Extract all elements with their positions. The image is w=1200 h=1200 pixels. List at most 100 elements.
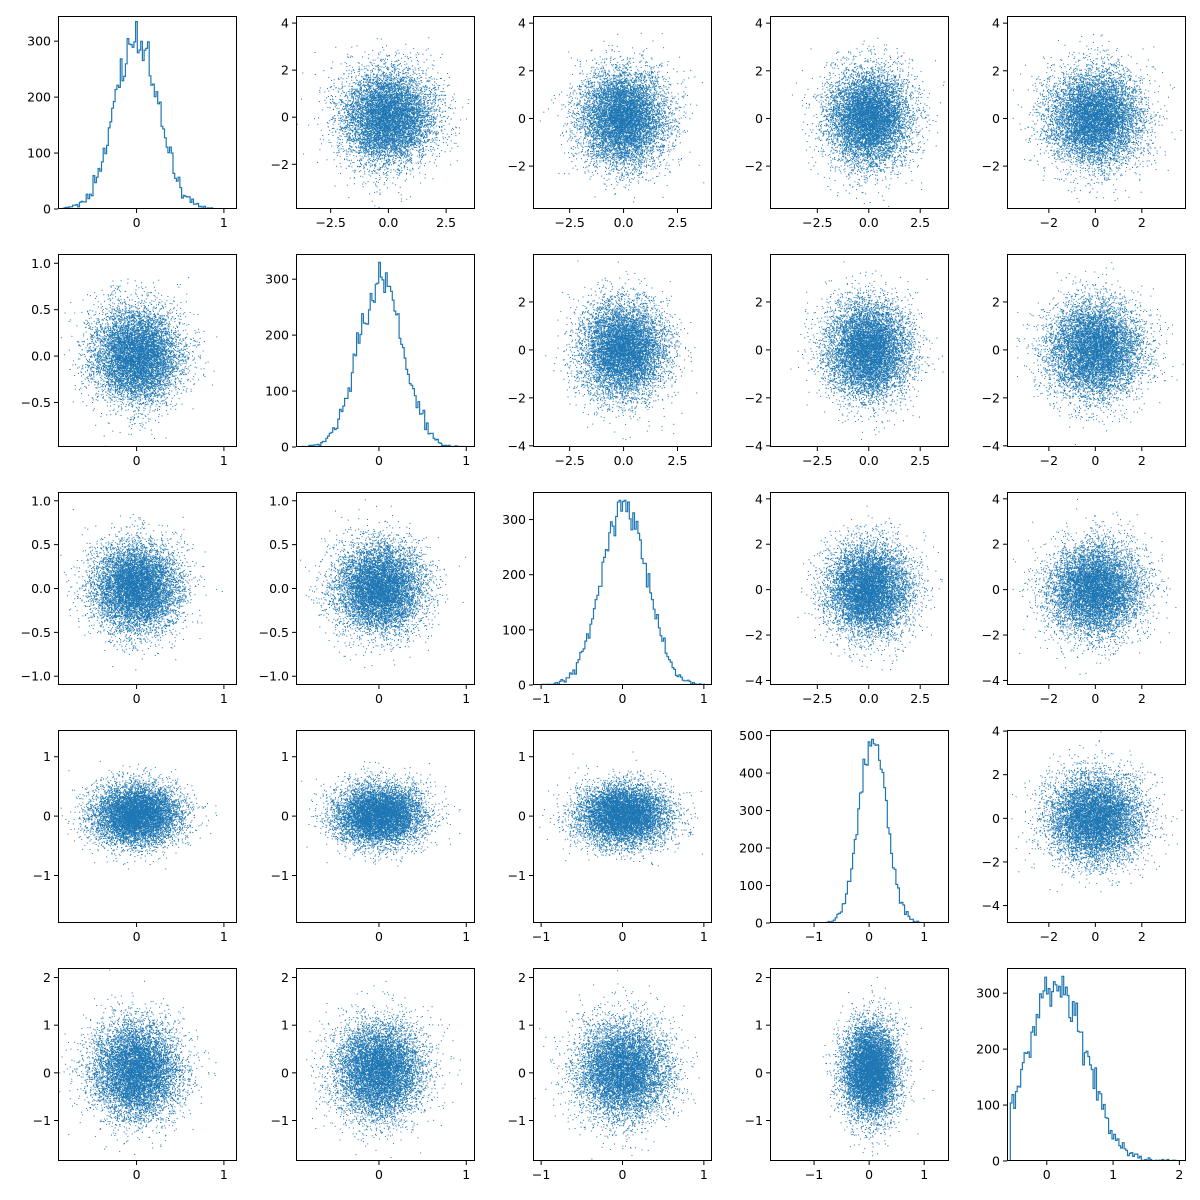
scatter-point bbox=[351, 76, 352, 77]
scatter-point bbox=[358, 75, 359, 76]
scatter-point bbox=[401, 120, 402, 121]
scatter-point bbox=[410, 149, 411, 150]
scatter-point bbox=[332, 119, 333, 120]
scatter-point bbox=[443, 133, 444, 134]
scatter-point bbox=[422, 103, 423, 104]
scatter-point bbox=[347, 133, 348, 134]
scatter-point bbox=[375, 159, 376, 160]
scatter-point bbox=[370, 154, 371, 155]
scatter-point bbox=[429, 97, 430, 98]
scatter-point bbox=[368, 171, 369, 172]
scatter-point bbox=[359, 69, 360, 70]
scatter-point bbox=[350, 138, 351, 139]
scatter-point bbox=[345, 104, 346, 105]
scatter-point bbox=[393, 141, 394, 142]
scatter-point bbox=[426, 137, 427, 138]
scatter-point bbox=[427, 139, 428, 140]
scatter-point bbox=[358, 150, 359, 151]
scatter-point bbox=[339, 108, 340, 109]
scatter-point bbox=[418, 90, 419, 91]
scatter-point bbox=[395, 55, 396, 56]
scatter-point bbox=[347, 54, 348, 55]
scatter-point bbox=[425, 130, 426, 131]
scatter-point bbox=[369, 143, 370, 144]
scatter-point bbox=[374, 122, 375, 123]
scatter-point bbox=[451, 130, 452, 131]
scatter-point bbox=[353, 101, 354, 102]
scatter-point bbox=[345, 129, 346, 130]
scatter-point bbox=[359, 147, 360, 148]
scatter-point bbox=[408, 83, 409, 84]
scatter-point bbox=[342, 139, 343, 140]
scatter-point bbox=[403, 129, 404, 130]
scatter-point bbox=[356, 80, 357, 81]
scatter-point bbox=[348, 117, 349, 118]
scatter-point bbox=[346, 66, 347, 67]
scatter-point bbox=[394, 136, 395, 137]
scatter-point bbox=[416, 54, 417, 55]
scatter-point bbox=[433, 116, 434, 117]
scatter-point bbox=[418, 133, 419, 134]
scatter-point bbox=[433, 117, 434, 118]
scatter-point bbox=[410, 152, 411, 153]
scatter-point bbox=[365, 87, 366, 88]
scatter-point bbox=[409, 80, 410, 81]
scatter-point bbox=[436, 144, 437, 145]
scatter-point bbox=[435, 103, 436, 104]
scatter-point bbox=[332, 128, 333, 129]
scatter-point bbox=[380, 133, 381, 134]
scatter-point bbox=[377, 160, 378, 161]
scatter-point bbox=[337, 155, 338, 156]
scatter-point bbox=[395, 171, 396, 172]
scatter-point bbox=[449, 85, 450, 86]
scatter-point bbox=[392, 145, 393, 146]
scatter-point bbox=[392, 136, 393, 137]
scatter-point bbox=[397, 101, 398, 102]
scatter-point bbox=[431, 146, 432, 147]
scatter-point bbox=[425, 119, 426, 120]
scatter-point bbox=[437, 133, 438, 134]
scatter-point bbox=[430, 146, 431, 147]
scatter-point bbox=[362, 69, 363, 70]
scatter-point bbox=[434, 95, 435, 96]
scatter-point bbox=[389, 131, 390, 132]
scatter-point bbox=[405, 77, 406, 78]
scatter-point bbox=[340, 95, 341, 96]
scatter-point bbox=[367, 150, 368, 151]
scatter-point bbox=[433, 140, 434, 141]
scatter-point bbox=[378, 96, 379, 97]
scatter-point bbox=[445, 151, 446, 152]
scatter-point bbox=[393, 103, 394, 104]
scatter-point bbox=[349, 148, 350, 149]
scatter-point bbox=[459, 127, 460, 128]
scatter-point bbox=[376, 77, 377, 78]
scatter-point bbox=[333, 124, 334, 125]
scatter-point bbox=[340, 115, 341, 116]
scatter-point bbox=[346, 142, 347, 143]
scatter-point bbox=[443, 138, 444, 139]
scatter-point bbox=[349, 119, 350, 120]
scatter-point bbox=[371, 94, 372, 95]
scatter-point bbox=[407, 169, 408, 170]
scatter-point bbox=[361, 160, 362, 161]
scatter-point bbox=[434, 118, 435, 119]
scatter-point bbox=[435, 119, 436, 120]
scatter-point bbox=[440, 121, 441, 122]
scatter-point bbox=[342, 130, 343, 131]
scatter-point bbox=[327, 88, 328, 89]
scatter-point bbox=[330, 102, 331, 103]
scatter-point bbox=[420, 110, 421, 111]
scatter-point bbox=[414, 101, 415, 102]
scatter-point bbox=[406, 141, 407, 142]
scatter-point bbox=[430, 127, 431, 128]
scatter-point bbox=[389, 97, 390, 98]
scatter-point bbox=[333, 152, 334, 153]
scatter-point bbox=[415, 83, 416, 84]
scatter-point bbox=[332, 62, 333, 63]
scatter-point bbox=[364, 66, 365, 67]
scatter-point bbox=[437, 148, 438, 149]
scatter-point bbox=[394, 155, 395, 156]
scatter-point bbox=[319, 92, 320, 93]
scatter-point bbox=[368, 58, 369, 59]
scatter-point bbox=[397, 80, 398, 81]
